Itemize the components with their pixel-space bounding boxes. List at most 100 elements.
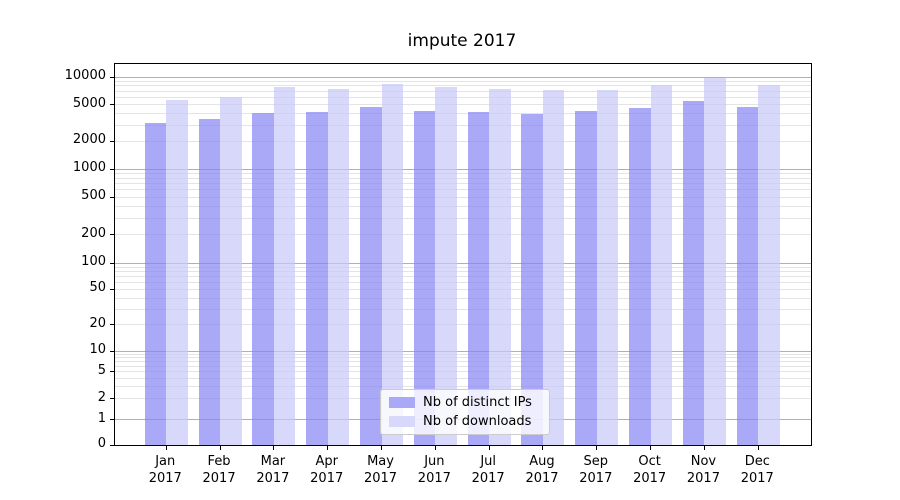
x-tick-year: 2017 bbox=[471, 471, 505, 486]
grid-line-minor bbox=[115, 140, 811, 142]
x-tick-year: 2017 bbox=[310, 471, 344, 486]
bar-distinct-ips bbox=[306, 112, 328, 445]
x-tick-year: 2017 bbox=[633, 471, 667, 486]
legend-swatch-distinct-ips bbox=[389, 397, 415, 408]
x-axis-tick-label: May 2017 bbox=[349, 453, 413, 487]
y-axis-tick-label: 2 bbox=[97, 389, 106, 405]
bar-downloads bbox=[166, 100, 188, 445]
x-tick-year: 2017 bbox=[363, 471, 398, 486]
bar-downloads bbox=[273, 86, 296, 445]
y-axis-tick-mark bbox=[110, 350, 114, 352]
grid-line-minor bbox=[115, 183, 811, 185]
bar-downloads bbox=[596, 89, 619, 445]
grid-line-minor bbox=[115, 196, 811, 198]
grid-line-minor bbox=[115, 113, 811, 115]
x-tick-month: Jul bbox=[480, 454, 496, 469]
bar-distinct-ips bbox=[467, 112, 490, 445]
grid-line-major bbox=[115, 350, 811, 352]
grid-line-minor bbox=[115, 217, 811, 219]
y-axis-tick-label: 100 bbox=[81, 254, 106, 269]
x-axis-tick-label: Sep 2017 bbox=[564, 453, 628, 487]
y-axis-tick-label: 5000 bbox=[72, 95, 106, 111]
grid-line-minor bbox=[115, 104, 811, 106]
x-axis-tick-label: Apr 2017 bbox=[295, 453, 359, 487]
x-tick-month: Mar bbox=[260, 454, 286, 469]
y-axis-tick-mark bbox=[110, 104, 114, 106]
grid-line-minor bbox=[115, 266, 811, 268]
plot-area: Nb of distinct IPs Nb of downloads bbox=[110, 63, 812, 450]
legend-item-downloads: Nb of downloads bbox=[389, 414, 541, 429]
bar-distinct-ips bbox=[575, 111, 597, 445]
y-axis-tick-mark bbox=[110, 262, 114, 264]
x-tick-month: Dec bbox=[744, 454, 770, 469]
grid-line-minor bbox=[115, 234, 811, 236]
grid-line-minor bbox=[115, 353, 811, 355]
y-axis-tick-mark bbox=[110, 196, 114, 198]
y-axis-tick-label: 1000 bbox=[72, 160, 106, 175]
x-tick-year: 2017 bbox=[740, 471, 774, 486]
bar-distinct-ips bbox=[629, 108, 651, 445]
x-tick-month: Nov bbox=[690, 454, 717, 469]
y-axis-tick-label: 200 bbox=[81, 225, 106, 241]
y-axis-tick-mark bbox=[110, 168, 114, 170]
grid-line-minor bbox=[115, 357, 811, 359]
grid-line-minor bbox=[115, 308, 811, 310]
x-tick-month: May bbox=[367, 454, 394, 469]
grid-line-minor bbox=[115, 365, 811, 367]
x-axis-tick-mark bbox=[273, 446, 275, 450]
x-tick-month: Apr bbox=[315, 454, 338, 469]
x-axis-tick-label: Dec 2017 bbox=[725, 453, 789, 487]
legend-swatch-downloads bbox=[389, 416, 415, 427]
bar-distinct-ips bbox=[198, 118, 221, 445]
legend-item-distinct-ips: Nb of distinct IPs bbox=[389, 395, 541, 410]
x-axis-tick-mark bbox=[165, 446, 167, 450]
y-axis-tick-label: 10 bbox=[89, 342, 106, 357]
x-axis-tick-label: Jan 2017 bbox=[133, 453, 197, 487]
x-tick-year: 2017 bbox=[256, 471, 290, 486]
grid-line-minor bbox=[115, 80, 811, 82]
grid-line-major bbox=[115, 168, 811, 170]
bar-downloads bbox=[381, 83, 404, 445]
x-tick-month: Oct bbox=[638, 454, 661, 469]
x-tick-year: 2017 bbox=[579, 471, 613, 486]
bar-distinct-ips bbox=[682, 100, 705, 445]
y-axis-tick-mark bbox=[110, 234, 114, 236]
bar-downloads bbox=[758, 84, 780, 445]
legend: Nb of distinct IPs Nb of downloads bbox=[380, 389, 550, 435]
x-tick-month: Jun bbox=[424, 454, 445, 469]
bar-downloads bbox=[489, 89, 511, 445]
x-tick-year: 2017 bbox=[202, 471, 236, 486]
legend-label-downloads: Nb of downloads bbox=[423, 414, 532, 429]
x-tick-year: 2017 bbox=[417, 471, 451, 486]
grid-line-minor bbox=[115, 361, 811, 363]
bar-downloads bbox=[704, 78, 726, 445]
grid-line-minor bbox=[115, 85, 811, 87]
bar-downloads bbox=[220, 96, 242, 445]
x-axis-tick-mark bbox=[596, 446, 598, 450]
bar-distinct-ips bbox=[360, 106, 382, 445]
grid-line-minor bbox=[115, 189, 811, 191]
grid-line-minor bbox=[115, 386, 811, 388]
bar-distinct-ips bbox=[252, 113, 274, 445]
y-axis-tick-mark bbox=[110, 419, 114, 420]
bar-distinct-ips bbox=[144, 123, 167, 445]
grid-line-minor bbox=[115, 205, 811, 207]
x-axis-tick-label: Aug 2017 bbox=[510, 453, 574, 487]
y-axis-tick-mark bbox=[110, 398, 114, 400]
x-tick-year: 2017 bbox=[148, 471, 182, 486]
grid-line-minor bbox=[115, 90, 811, 92]
y-axis-tick-mark bbox=[110, 76, 114, 78]
grid-line-minor bbox=[115, 276, 811, 278]
legend-label-distinct-ips: Nb of distinct IPs bbox=[423, 395, 532, 410]
y-axis-tick-label: 10000 bbox=[64, 68, 106, 83]
grid-line-minor bbox=[115, 124, 811, 126]
grid-line-major bbox=[115, 76, 811, 78]
grid-line-minor bbox=[115, 288, 811, 290]
y-axis-tick-mark bbox=[110, 288, 114, 290]
grid-line-minor bbox=[115, 377, 811, 379]
x-axis-tick-label: Feb 2017 bbox=[187, 453, 251, 487]
grid-line-minor bbox=[115, 297, 811, 299]
grid-line-minor bbox=[115, 96, 811, 98]
grid-line-major bbox=[115, 262, 811, 264]
